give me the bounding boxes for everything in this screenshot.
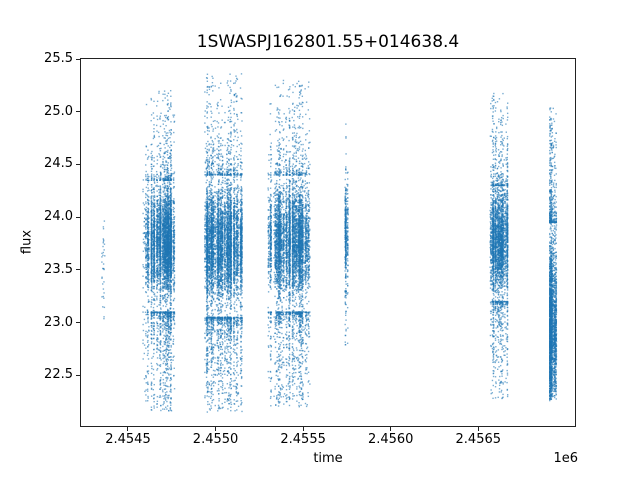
x-tick-mark bbox=[302, 427, 304, 431]
y-tick-mark bbox=[76, 216, 80, 218]
x-tick-label: 2.4565 bbox=[455, 432, 502, 447]
y-tick-mark bbox=[76, 322, 80, 324]
y-axis-label: flux bbox=[19, 229, 35, 255]
y-tick-label: 24.5 bbox=[44, 156, 73, 172]
x-tick-label: 2.4555 bbox=[280, 432, 326, 447]
y-tick-label: 23.0 bbox=[44, 314, 73, 330]
chart-title: 1SWASPJ162801.55+014638.4 bbox=[196, 32, 460, 52]
x-tick-mark bbox=[390, 427, 392, 431]
x-axis-offset-label: 1e6 bbox=[553, 451, 578, 466]
x-axis-label: time bbox=[313, 451, 343, 466]
y-tick-mark bbox=[76, 111, 80, 113]
x-tick-mark bbox=[215, 427, 217, 431]
x-tick-label: 2.4545 bbox=[105, 432, 151, 447]
x-tick-label: 2.4550 bbox=[192, 432, 239, 447]
y-tick-label: 25.0 bbox=[44, 103, 73, 119]
x-tick-mark bbox=[477, 427, 479, 431]
y-tick-mark bbox=[76, 269, 80, 271]
x-tick-label: 2.4560 bbox=[367, 432, 414, 447]
y-tick-label: 25.5 bbox=[44, 51, 73, 67]
y-tick-label: 23.5 bbox=[44, 261, 73, 277]
y-tick-label: 22.5 bbox=[44, 367, 73, 383]
scatter-points-canvas bbox=[80, 58, 576, 427]
y-tick-mark bbox=[76, 58, 80, 60]
y-tick-mark bbox=[76, 374, 80, 376]
x-tick-mark bbox=[127, 427, 129, 431]
y-tick-mark bbox=[76, 163, 80, 165]
y-tick-label: 24.0 bbox=[44, 209, 73, 225]
